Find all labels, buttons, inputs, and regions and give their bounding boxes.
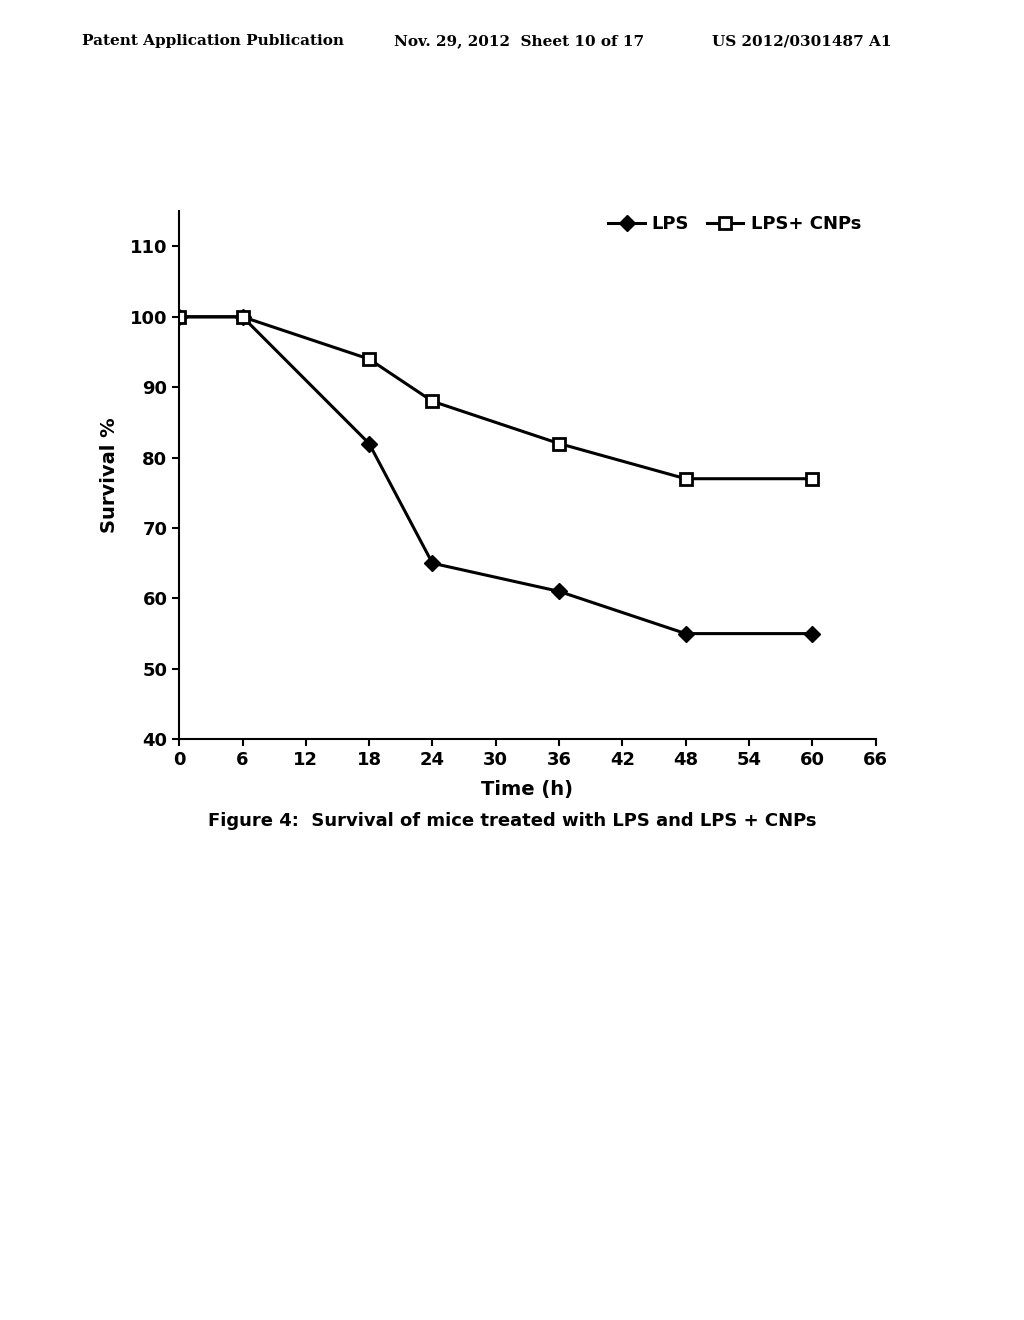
Text: Nov. 29, 2012  Sheet 10 of 17: Nov. 29, 2012 Sheet 10 of 17: [394, 34, 644, 49]
LPS+ CNPs: [237, 309, 249, 325]
Line: LPS: LPS: [174, 312, 818, 639]
LPS: [362, 436, 375, 451]
Text: Figure 4:  Survival of mice treated with LPS and LPS + CNPs: Figure 4: Survival of mice treated with …: [208, 812, 816, 830]
Y-axis label: Survival %: Survival %: [99, 417, 119, 533]
Text: US 2012/0301487 A1: US 2012/0301487 A1: [712, 34, 891, 49]
LPS+ CNPs: [680, 471, 692, 487]
X-axis label: Time (h): Time (h): [481, 780, 573, 799]
LPS: [806, 626, 818, 642]
Legend: LPS, LPS+ CNPs: LPS, LPS+ CNPs: [603, 210, 866, 239]
LPS+ CNPs: [806, 471, 818, 487]
LPS: [426, 556, 438, 572]
Line: LPS+ CNPs: LPS+ CNPs: [173, 310, 818, 484]
LPS+ CNPs: [426, 393, 438, 409]
LPS+ CNPs: [173, 309, 185, 325]
LPS: [173, 309, 185, 325]
LPS: [680, 626, 692, 642]
LPS+ CNPs: [553, 436, 565, 451]
Text: Patent Application Publication: Patent Application Publication: [82, 34, 344, 49]
LPS: [553, 583, 565, 599]
LPS+ CNPs: [362, 351, 375, 367]
LPS: [237, 309, 249, 325]
